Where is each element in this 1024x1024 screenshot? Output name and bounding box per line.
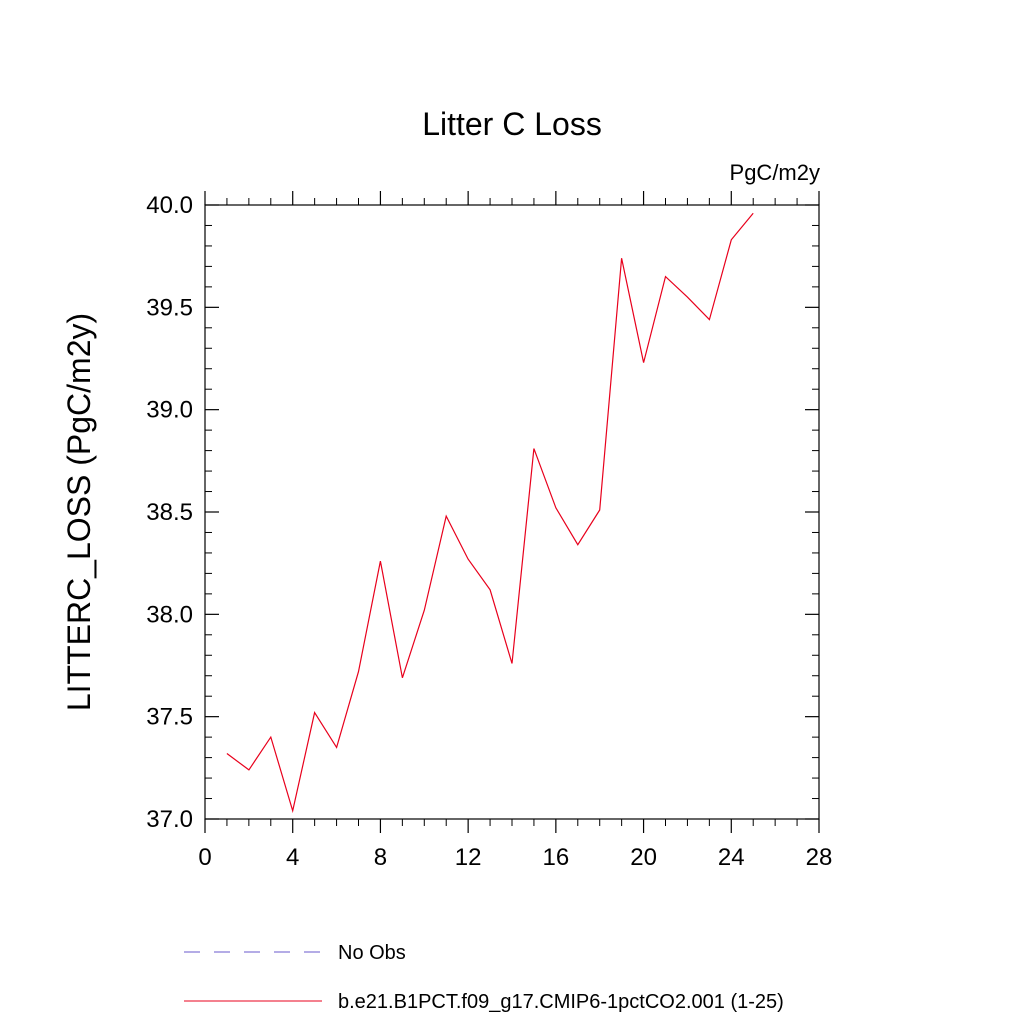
- legend-label-no-obs: No Obs: [338, 942, 406, 964]
- y-tick-label: 37.0: [146, 806, 193, 833]
- x-tick-label: 28: [806, 844, 833, 871]
- x-tick-labels: 0 4 8 12 16 20 24 28: [198, 844, 832, 871]
- y-tick-label: 39.0: [146, 397, 193, 424]
- chart-units-label: PgC/m2y: [730, 160, 820, 185]
- y-tick-label: 38.5: [146, 499, 193, 526]
- y-tick-label: 37.5: [146, 704, 193, 731]
- legend: No Obs b.e21.B1PCT.f09_g17.CMIP6-1pctCO2…: [184, 942, 784, 1013]
- y-tick-label: 39.5: [146, 294, 193, 321]
- x-tick-label: 4: [286, 844, 299, 871]
- x-tick-label: 16: [543, 844, 570, 871]
- y-tick-label: 40.0: [146, 192, 193, 219]
- plot-frame: [204, 204, 820, 820]
- x-tick-label: 20: [630, 844, 657, 871]
- x-tick-label: 0: [198, 844, 211, 871]
- y-axis-label: LITTERC_LOSS (PgC/m2y): [61, 313, 97, 711]
- chart-title: Litter C Loss: [422, 106, 602, 142]
- x-tick-label: 24: [718, 844, 745, 871]
- major-ticks: [204, 191, 820, 833]
- x-tick-label: 12: [455, 844, 482, 871]
- series-line-cmip6-1pctco2: [226, 212, 754, 814]
- y-tick-labels: 37.0 37.5 38.0 38.5 39.0 39.5 40.0: [146, 192, 193, 833]
- minor-ticks: [205, 198, 819, 826]
- x-tick-label: 8: [374, 844, 387, 871]
- y-tick-label: 38.0: [146, 601, 193, 628]
- legend-label-cmip6: b.e21.B1PCT.f09_g17.CMIP6-1pctCO2.001 (1…: [338, 991, 784, 1013]
